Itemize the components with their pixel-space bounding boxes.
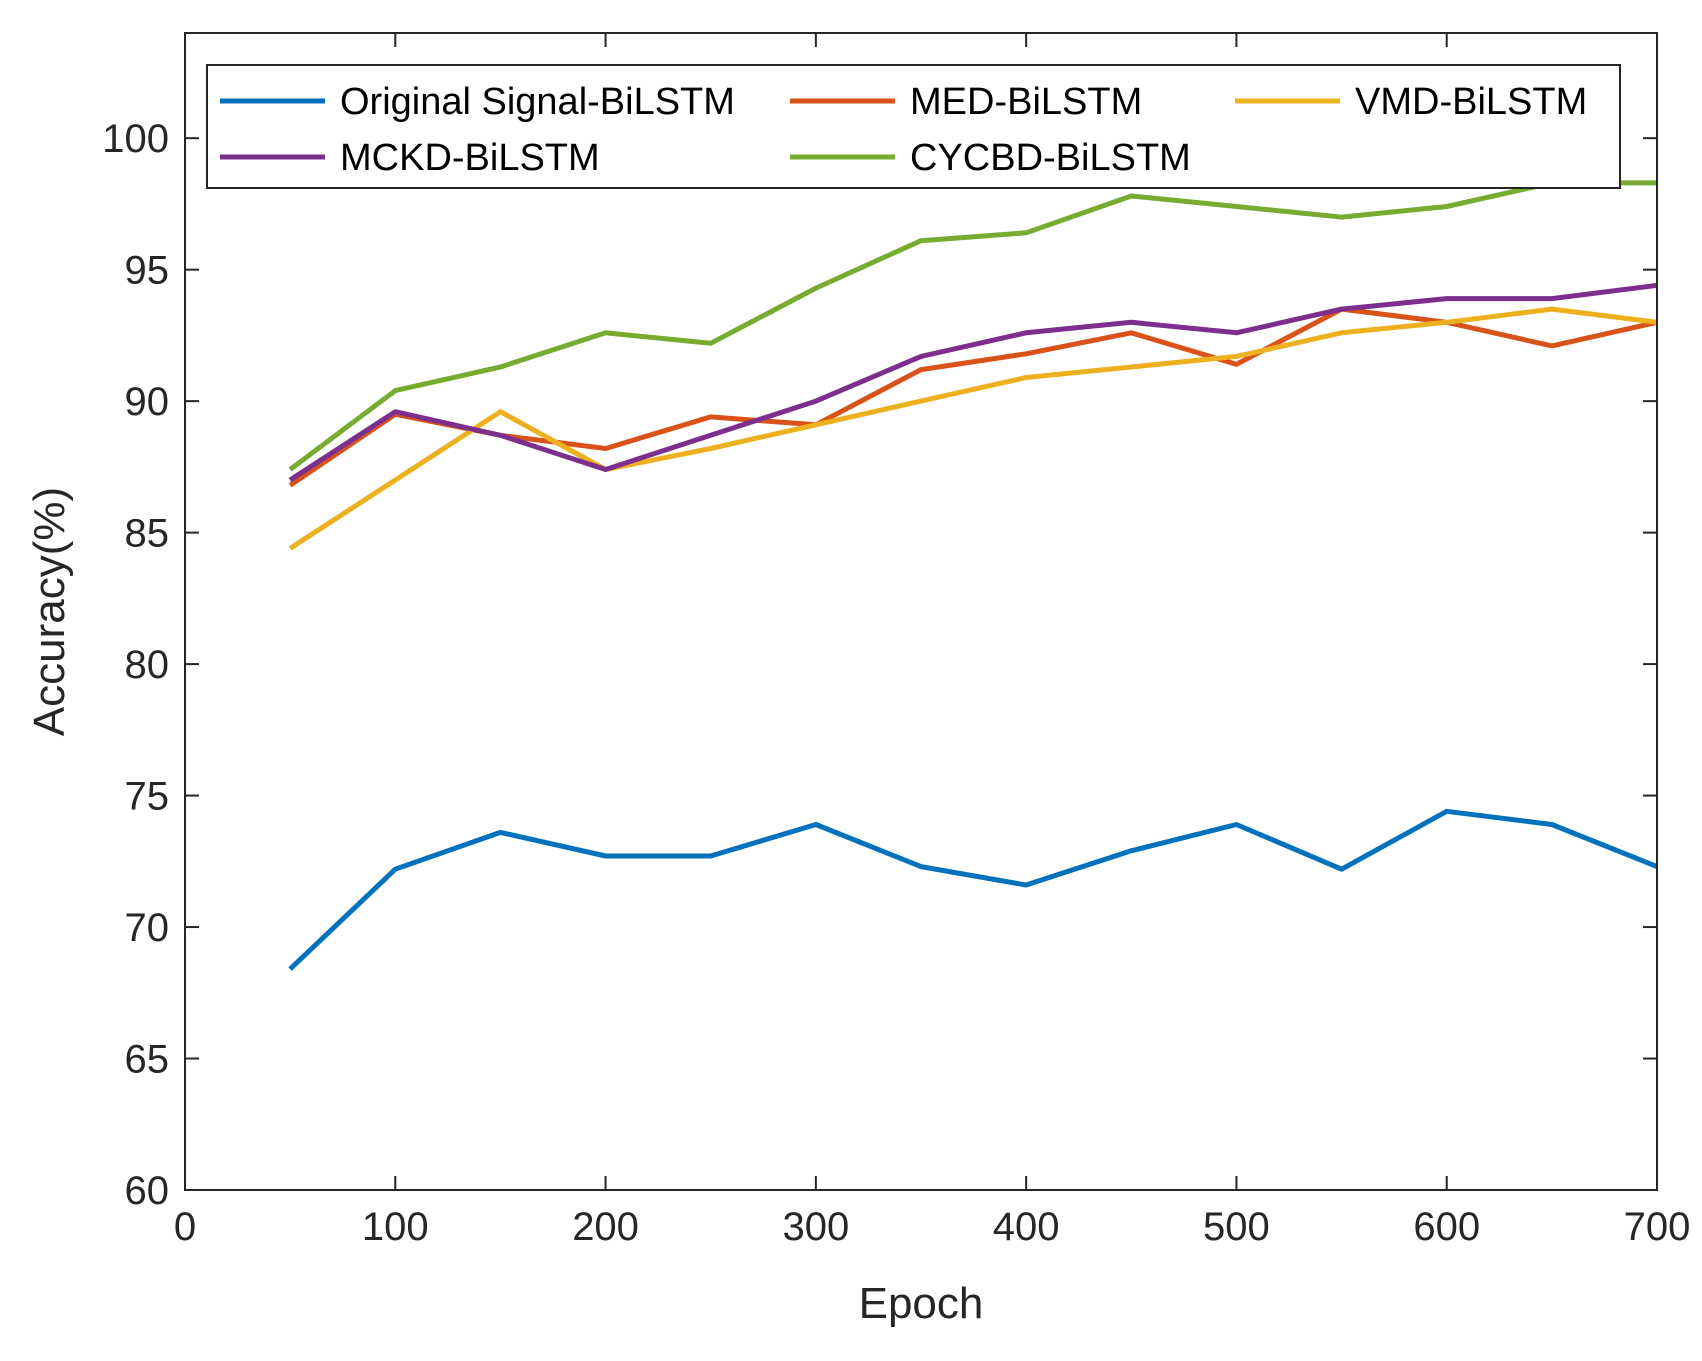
x-tick-label: 600 xyxy=(1413,1205,1480,1249)
x-tick-label: 500 xyxy=(1203,1205,1270,1249)
legend: Original Signal-BiLSTM MED-BiLSTM VMD-BiLS… xyxy=(206,64,1621,189)
y-tick-label: 60 xyxy=(125,1169,170,1213)
x-tick-label: 700 xyxy=(1624,1205,1691,1249)
plot-frame xyxy=(184,32,1658,1191)
legend-label: VMD-BiLSTM xyxy=(1355,81,1587,123)
x-tick-label: 400 xyxy=(993,1205,1060,1249)
tick-layer: 0 100 200 300 400 500 600 700 60 65 70 75 80 85 90 95 10… xyxy=(102,33,1690,1249)
legend-box xyxy=(206,64,1621,189)
series-line-1 xyxy=(288,306,1658,488)
y-axis-label: Accuracy(%) xyxy=(25,487,74,736)
y-tick-label: 75 xyxy=(125,775,170,819)
y-tick-label: 85 xyxy=(125,512,170,556)
series-layer xyxy=(288,180,1658,971)
y-tick-label: 100 xyxy=(102,117,169,161)
y-tick-label: 90 xyxy=(125,380,170,424)
legend-label: MCKD-BiLSTM xyxy=(340,137,600,179)
x-tick-label: 100 xyxy=(362,1205,429,1249)
legend-label: CYCBD-BiLSTM xyxy=(910,137,1191,179)
x-tick-label: 200 xyxy=(572,1205,639,1249)
x-tick-label: 0 xyxy=(174,1205,196,1249)
y-tick-label: 65 xyxy=(125,1038,170,1082)
y-tick-label: 80 xyxy=(125,643,170,687)
y-tick-label: 70 xyxy=(125,906,170,950)
series-line-4 xyxy=(288,180,1657,472)
x-axis-label: Epoch xyxy=(859,1279,984,1328)
x-tick-label: 300 xyxy=(782,1205,849,1249)
series-line-2 xyxy=(288,306,1658,551)
legend-label: MED-BiLSTM xyxy=(910,81,1142,123)
series-line-3 xyxy=(288,282,1658,483)
legend-label: Original Signal-BiLSTM xyxy=(340,81,735,123)
series-line-0 xyxy=(288,808,1658,971)
y-tick-label: 95 xyxy=(125,249,170,293)
